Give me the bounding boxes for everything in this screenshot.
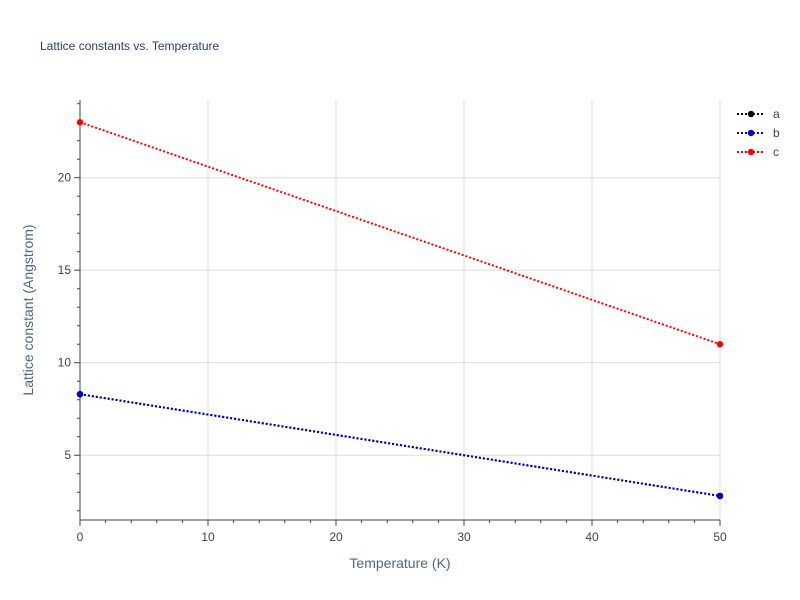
legend-marker-a xyxy=(747,110,755,118)
x-tick-label: 0 xyxy=(77,530,84,544)
legend[interactable]: abc xyxy=(737,107,780,159)
series-layer xyxy=(76,119,724,500)
x-tick-label: 50 xyxy=(713,530,727,544)
series-line-c xyxy=(79,121,721,346)
legend-marker-c xyxy=(747,148,755,156)
legend-marker-b xyxy=(747,129,755,137)
legend-item-c[interactable]: c xyxy=(737,145,779,159)
data-point-c xyxy=(76,119,84,126)
y-tick-label: 10 xyxy=(58,356,72,370)
grid-layer xyxy=(80,100,721,520)
x-axis-title: Temperature (K) xyxy=(349,555,450,571)
y-tick-label: 15 xyxy=(58,263,72,277)
legend-label-a: a xyxy=(773,107,780,121)
series-line-b xyxy=(79,393,721,497)
axes-layer: 0 10 20 30 40 50 5 10 15 20 xyxy=(58,100,727,544)
y-axis-title: Lattice constant (Angstrom) xyxy=(20,224,36,395)
chart-title: Lattice constants vs. Temperature xyxy=(40,39,220,53)
y-tick-label: 5 xyxy=(64,448,71,462)
x-tick-label: 40 xyxy=(585,530,599,544)
legend-item-a[interactable]: a xyxy=(737,107,780,121)
data-point-c xyxy=(716,341,724,348)
legend-item-b[interactable]: b xyxy=(737,126,780,140)
legend-label-b: b xyxy=(773,126,780,140)
y-tick-label: 20 xyxy=(58,171,72,185)
data-point-b xyxy=(76,390,84,398)
data-point-b xyxy=(716,492,724,500)
x-tick-label: 10 xyxy=(201,530,215,544)
x-tick-label: 30 xyxy=(457,530,471,544)
x-tick-label: 20 xyxy=(329,530,343,544)
legend-label-c: c xyxy=(773,145,779,159)
